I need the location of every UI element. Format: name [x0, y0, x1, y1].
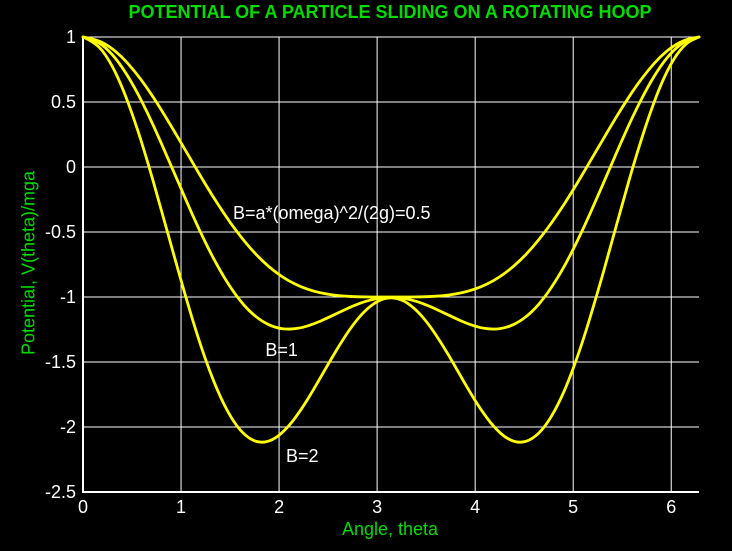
y-tick-label: -1 — [59, 287, 76, 307]
y-axis-label: Potential, V(theta)/mga — [18, 170, 39, 356]
y-tick-label: 1 — [65, 27, 76, 47]
y-tick-label: -2.5 — [44, 482, 76, 502]
curve-B=2 — [81, 35, 701, 444]
y-tick-label: 0 — [65, 157, 76, 177]
chart-title: POTENTIAL OF A PARTICLE SLIDING ON A ROT… — [128, 2, 652, 22]
y-tick-label: -2 — [59, 417, 76, 437]
y-tick-label: -0.5 — [44, 222, 76, 242]
x-tick-label: 0 — [77, 497, 89, 517]
annotation-label: B=a*(omega)^2/(2g)=0.5 — [233, 202, 431, 223]
x-tick-label: 3 — [372, 497, 383, 517]
annotation-label: B=1 — [265, 340, 298, 361]
x-tick-label: 4 — [470, 497, 481, 517]
y-tick-label: 0.5 — [50, 92, 76, 112]
x-axis-label: Angle, theta — [341, 519, 439, 539]
curve-B=1 — [81, 35, 701, 331]
x-tick-label: 1 — [176, 497, 187, 517]
axis-lines — [82, 37, 699, 493]
potential-curves — [81, 35, 701, 444]
x-tick-label: 2 — [274, 497, 285, 517]
x-tick-label: 6 — [666, 497, 677, 517]
x-tick-label: 5 — [568, 497, 579, 517]
annotation-label: B=2 — [285, 445, 319, 466]
y-tick-label: -1.5 — [44, 352, 76, 372]
